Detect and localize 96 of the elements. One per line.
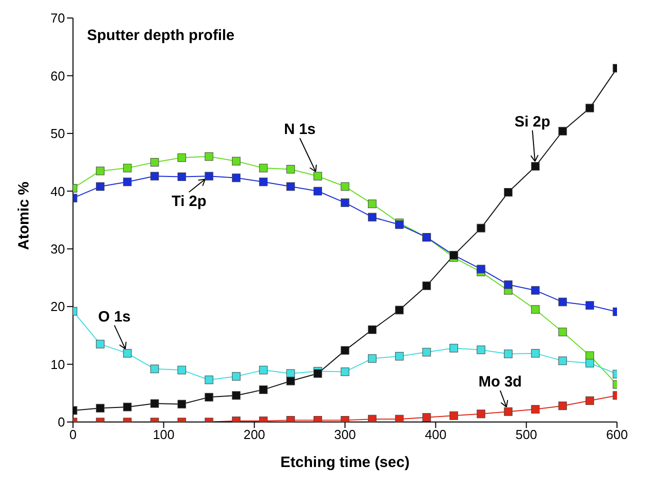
point <box>586 358 594 368</box>
point <box>123 164 132 172</box>
point <box>558 298 567 306</box>
text: Sputter depth profile <box>87 27 234 44</box>
point <box>476 264 486 274</box>
series-label: Si 2p <box>514 113 550 130</box>
x-tick-label: 500 <box>515 427 538 442</box>
point <box>504 350 512 358</box>
point <box>178 400 186 408</box>
point <box>204 172 214 180</box>
point <box>178 366 186 374</box>
point <box>232 391 240 400</box>
point <box>368 414 376 422</box>
point <box>368 212 376 222</box>
x-tick-label: 100 <box>152 427 175 442</box>
point <box>178 153 186 162</box>
point <box>204 392 214 402</box>
point <box>123 178 132 186</box>
point <box>150 158 159 167</box>
point <box>531 405 540 414</box>
point <box>232 372 240 381</box>
point <box>422 413 431 422</box>
series-label: Ti 2p <box>172 193 206 210</box>
point <box>558 126 567 136</box>
y-tick-label: 60 <box>50 68 65 84</box>
point <box>558 328 567 336</box>
x-tick-label: 0 <box>69 427 77 442</box>
point <box>123 402 132 412</box>
point <box>368 200 376 208</box>
y-tick-label: 20 <box>50 299 65 314</box>
point <box>586 104 594 112</box>
point <box>259 385 268 394</box>
point <box>368 325 376 334</box>
x-tick-label: 400 <box>424 427 447 442</box>
point <box>531 286 540 295</box>
point <box>476 224 486 232</box>
point <box>204 376 214 384</box>
point <box>259 178 268 186</box>
point <box>504 188 512 197</box>
point <box>150 399 159 408</box>
point <box>96 340 104 348</box>
y-tick-label: 0 <box>58 414 65 430</box>
point <box>395 414 404 422</box>
point <box>204 152 214 161</box>
point <box>150 364 159 374</box>
y-tick-label: 10 <box>50 356 65 372</box>
x-tick-label: 600 <box>606 427 628 442</box>
y-tick-label: 70 <box>50 10 65 26</box>
y-tick-label: 40 <box>50 184 65 199</box>
point <box>232 174 240 182</box>
x-tick-label: 300 <box>334 427 356 442</box>
series-label: O 1s <box>98 308 131 326</box>
point <box>340 182 350 191</box>
point <box>340 198 350 207</box>
point <box>504 407 512 416</box>
point <box>395 306 404 314</box>
point <box>96 166 104 176</box>
point <box>150 172 159 180</box>
point <box>123 349 132 358</box>
point <box>422 282 431 290</box>
point <box>259 366 268 374</box>
point <box>558 402 567 410</box>
point <box>314 172 322 180</box>
point <box>340 346 350 355</box>
point <box>259 164 268 172</box>
series-label: N 1s <box>284 121 316 138</box>
point <box>96 404 104 412</box>
y-tick-label: 50 <box>50 126 65 142</box>
point <box>314 369 322 378</box>
point <box>504 280 512 289</box>
point <box>531 162 540 171</box>
point <box>531 349 540 358</box>
point <box>586 396 594 405</box>
point <box>450 344 458 352</box>
point <box>96 182 104 191</box>
point <box>286 376 295 386</box>
point <box>476 410 486 418</box>
point <box>586 301 594 310</box>
point <box>178 172 186 181</box>
point <box>368 354 376 363</box>
point <box>558 356 567 366</box>
point <box>232 156 240 166</box>
x-tick-label: 200 <box>243 427 266 442</box>
series-label: Mo 3d <box>478 374 522 391</box>
y-tick-label: 30 <box>50 241 65 256</box>
point <box>286 182 295 191</box>
point <box>450 411 458 420</box>
point <box>531 305 540 314</box>
y-axis-title: Atomic % <box>15 182 32 250</box>
point <box>476 346 486 354</box>
point <box>286 164 295 174</box>
point <box>314 186 322 196</box>
point <box>395 352 404 360</box>
point <box>422 348 431 356</box>
point <box>340 368 350 376</box>
x-axis-title: Etching time (sec) <box>280 454 410 471</box>
